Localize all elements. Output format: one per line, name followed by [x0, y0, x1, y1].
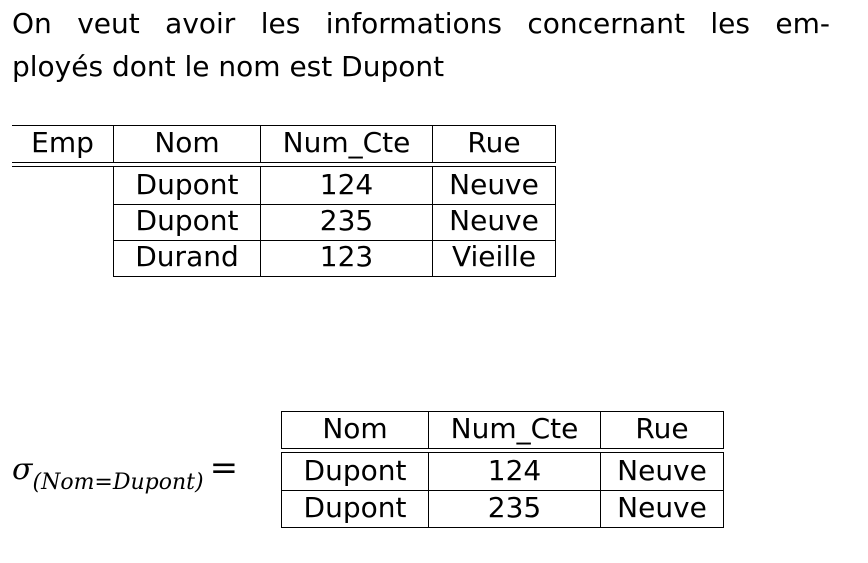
table2-cell-num-cte: 235: [487, 491, 542, 524]
table-rule: [260, 125, 261, 163]
table-rule: [600, 411, 601, 449]
table-rule: [428, 452, 429, 528]
table2-cell-num-cte: 124: [487, 454, 542, 487]
table-rule: [12, 162, 556, 163]
table-rule: [260, 166, 261, 277]
table1-cell-num-cte: 235: [319, 204, 374, 237]
intro-line-2: ployés dont le nom est Dupont: [12, 50, 445, 83]
table-rule: [281, 527, 724, 528]
table-rule: [113, 276, 556, 277]
selection-condition: (Nom=Dupont): [32, 470, 204, 495]
table-rule: [113, 240, 556, 241]
table1-cell-nom: Durand: [135, 240, 239, 273]
equals-sign: =: [209, 448, 239, 488]
table-rule: [281, 448, 724, 449]
table-rule: [113, 204, 556, 205]
table1-header-rue: Rue: [467, 126, 521, 159]
table2-cell-rue: Neuve: [617, 454, 707, 487]
table1-cell-nom: Dupont: [135, 204, 239, 237]
table2-header-nom: Nom: [322, 412, 388, 445]
table2-header-rue: Rue: [635, 412, 689, 445]
table2-cell-nom: Dupont: [303, 454, 407, 487]
table-rule: [281, 411, 724, 412]
table-rule: [12, 166, 556, 167]
table2-header-num-cte: Num_Cte: [450, 412, 579, 445]
table-rule: [12, 125, 556, 126]
table-rule: [555, 125, 556, 163]
table2-cell-rue: Neuve: [617, 491, 707, 524]
table-rule: [281, 411, 282, 449]
table1-cell-rue: Neuve: [449, 168, 539, 201]
table2-cell-nom: Dupont: [303, 491, 407, 524]
table1-cell-rue: Neuve: [449, 204, 539, 237]
table-rule: [723, 452, 724, 528]
table1-cell-num-cte: 124: [319, 168, 374, 201]
table-rule: [600, 452, 601, 528]
sigma-symbol: σ: [12, 452, 33, 487]
table1-relation-name: Emp: [31, 126, 94, 159]
intro-line-1: On veut avoir les informations concernan…: [12, 7, 830, 40]
selection-expression: σ(Nom=Dupont) =: [12, 448, 239, 495]
table-rule: [432, 166, 433, 277]
table1-cell-nom: Dupont: [135, 168, 239, 201]
table-rule: [281, 452, 724, 453]
table-rule: [113, 125, 114, 163]
table-rule: [281, 490, 724, 491]
intro-paragraph: On veut avoir les informations concernan…: [12, 2, 830, 88]
table1-cell-rue: Vieille: [451, 240, 537, 273]
table-rule: [428, 411, 429, 449]
table1-header-nom: Nom: [154, 126, 220, 159]
table-rule: [113, 166, 114, 277]
table-rule: [723, 411, 724, 449]
table1-cell-num-cte: 123: [319, 240, 374, 273]
table-rule: [555, 166, 556, 277]
table-rule: [432, 125, 433, 163]
table1-header-num-cte: Num_Cte: [282, 126, 411, 159]
table-rule: [281, 452, 282, 528]
